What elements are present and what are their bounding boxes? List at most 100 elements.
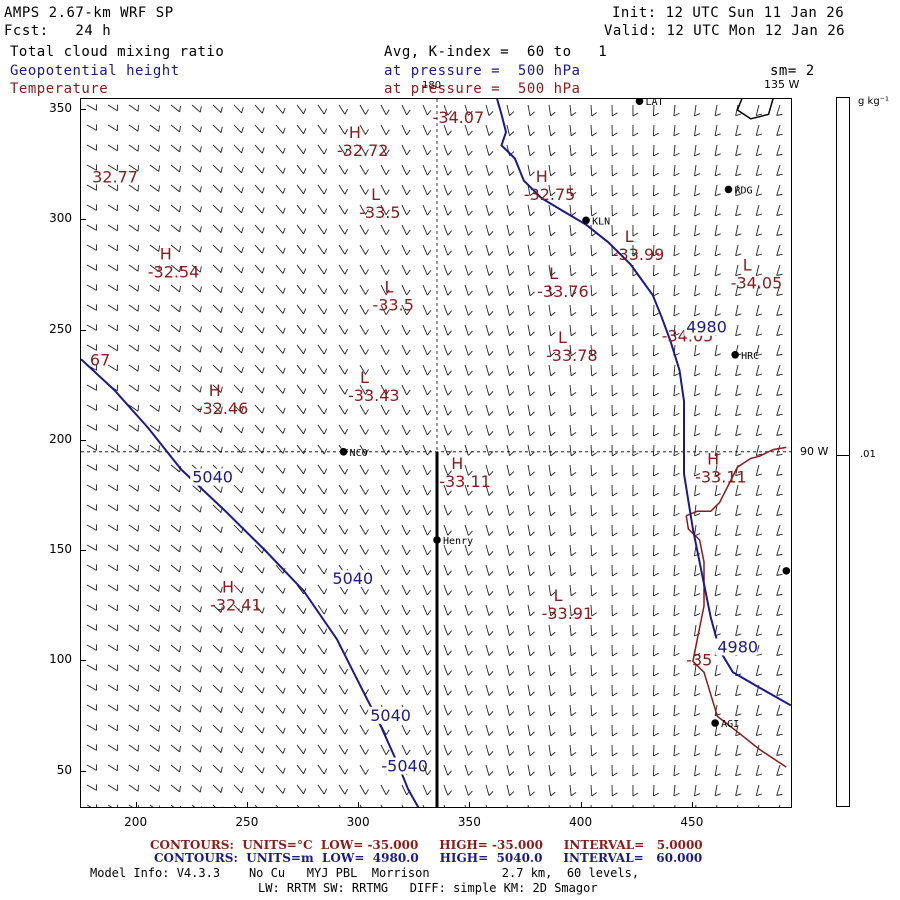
temp-value-label: -34.07 <box>433 108 485 127</box>
meridian-90w-label: 90 W <box>800 445 829 458</box>
temp-value-label: 32.77 <box>92 168 138 187</box>
y-tick-mark <box>80 770 86 772</box>
x-tick-label: 350 <box>457 815 481 829</box>
temp-value-label: -32.41 <box>210 595 262 614</box>
forecast-hour: Fcst: 24 h <box>4 23 112 39</box>
y-tick-label: 250 <box>49 321 72 336</box>
coastline <box>685 515 787 768</box>
meridian-135w-label: 135 W <box>764 78 800 91</box>
temp-value-label: -35 <box>686 650 712 669</box>
station-label: HRC <box>741 351 759 362</box>
temp-value-label: -32.75 <box>524 185 576 204</box>
colorbar-tick <box>836 455 850 456</box>
x-tick-label: 300 <box>346 815 370 829</box>
temp-value-label: -33.5 <box>359 203 400 222</box>
temp-extremum-type: L <box>625 227 634 246</box>
y-tick-label: 100 <box>49 652 72 667</box>
field-temperature-level: at pressure = 500 hPa <box>384 81 581 97</box>
temp-extremum-type: H <box>160 244 172 263</box>
temp-extremum-type: H <box>451 454 463 473</box>
height-value-label: 5040 <box>332 569 373 588</box>
station-dot <box>782 567 791 575</box>
station-label: AGI <box>721 719 739 730</box>
y-tick-mark <box>80 329 86 331</box>
temp-value-label: -34.05 <box>731 273 783 292</box>
temp-extremum-type: L <box>384 277 393 296</box>
station-label: NCO <box>350 448 368 459</box>
temp-value-label: -33.11 <box>439 472 491 491</box>
temp-extremum-type: H <box>536 167 548 186</box>
temp-value-label: -32.72 <box>337 141 389 160</box>
coastline-east <box>685 446 787 517</box>
x-tick-mark <box>246 802 248 808</box>
station-dot <box>724 185 733 194</box>
temp-extremum-type: H <box>349 123 361 142</box>
wind-barb-paths <box>86 104 783 807</box>
height-value-label: 4980 <box>717 637 758 656</box>
map-plot-area: H -32.72 -34.07 32.77 L -33.5 H -32.75 L -33.99 H -… <box>80 98 792 808</box>
height-contour-info: CONTOURS: UNITS=m LOW= 4980.0 HIGH= 5040… <box>154 851 703 865</box>
wind-barbs <box>86 104 783 807</box>
field-cloud-mixing: Total cloud mixing ratio <box>10 44 225 60</box>
station-label: LAT <box>645 99 663 108</box>
contour-4980 <box>496 99 791 707</box>
temp-extremum-type: L <box>549 264 558 283</box>
temp-extremum-type: L <box>371 185 380 204</box>
y-tick-label: 150 <box>49 542 72 557</box>
y-tick-mark <box>80 550 86 552</box>
temp-value-label: -33.11 <box>695 467 747 486</box>
temp-extremum-type: L <box>360 368 369 387</box>
x-tick-mark <box>135 802 137 808</box>
station-label: RDG <box>734 185 752 196</box>
x-tick-label: 400 <box>569 815 593 829</box>
height-label-bg <box>368 706 411 724</box>
height-label-bg <box>190 468 233 486</box>
y-tick-mark <box>80 439 86 441</box>
temp-extremum-type: H <box>209 381 221 400</box>
x-tick-mark <box>469 802 471 808</box>
temp-value-label: -32.46 <box>197 399 249 418</box>
map-canvas: H-32.72-34.0732.77L-33.5H-32.75L-33.99H-… <box>81 99 791 807</box>
temp-extremum-type: H <box>222 577 234 596</box>
station-dot <box>711 719 719 727</box>
field-geopotential-level: at pressure = 500 hPa <box>384 63 581 79</box>
model-title: AMPS 2.67-km WRF SP <box>4 5 174 21</box>
y-tick-label: 300 <box>49 211 72 226</box>
x-tick-mark <box>358 802 360 808</box>
height-value-label: 4980 <box>686 318 727 337</box>
temp-value-label: -33.43 <box>348 386 400 405</box>
x-tick-label: 250 <box>235 815 259 829</box>
temp-value-label: -33.99 <box>613 245 665 264</box>
temp-extremum-type: L <box>554 586 563 605</box>
colorbar-unit: g kg⁻¹ <box>858 96 889 107</box>
height-value-label: 5040 <box>192 468 233 487</box>
station-dot <box>582 216 590 225</box>
model-info-physics: LW: RRTM SW: RRTMG DIFF: simple KM: 2D S… <box>258 881 598 895</box>
y-tick-mark <box>80 660 86 662</box>
station-label: Henry <box>443 536 473 547</box>
height-value-label: 5040 <box>370 706 411 725</box>
station-dot <box>731 350 739 359</box>
y-tick-label: 350 <box>49 101 72 116</box>
temp-value-label: -33.91 <box>542 604 594 623</box>
station-label: KLN <box>592 216 610 227</box>
init-time: Init: 12 UTC Sun 11 Jan 26 <box>612 5 845 21</box>
x-tick-mark <box>691 802 693 808</box>
y-tick-label: 50 <box>56 762 72 777</box>
model-info: Model Info: V4.3.3 No Cu MYJ PBL Morriso… <box>90 866 640 880</box>
smoothing-value: sm= 2 <box>770 63 815 79</box>
temp-extremum-type: H <box>707 449 719 468</box>
height-label-bg <box>715 638 758 656</box>
station-dot <box>339 447 348 456</box>
height-label-bg <box>330 570 373 588</box>
valid-time: Valid: 12 UTC Mon 12 Jan 26 <box>604 23 846 39</box>
height-label-bg <box>379 757 422 775</box>
x-tick-label: 450 <box>680 815 704 829</box>
temp-value-label: -33.78 <box>546 346 598 365</box>
field-temperature: Temperature <box>10 81 109 97</box>
field-cloud-avg: Avg, K-index = 60 to 1 <box>384 44 608 60</box>
temp-value-label: -33.76 <box>537 282 589 301</box>
height-value-label: -5040 <box>381 757 428 776</box>
y-tick-mark <box>80 219 86 221</box>
y-tick-label: 200 <box>49 431 72 446</box>
